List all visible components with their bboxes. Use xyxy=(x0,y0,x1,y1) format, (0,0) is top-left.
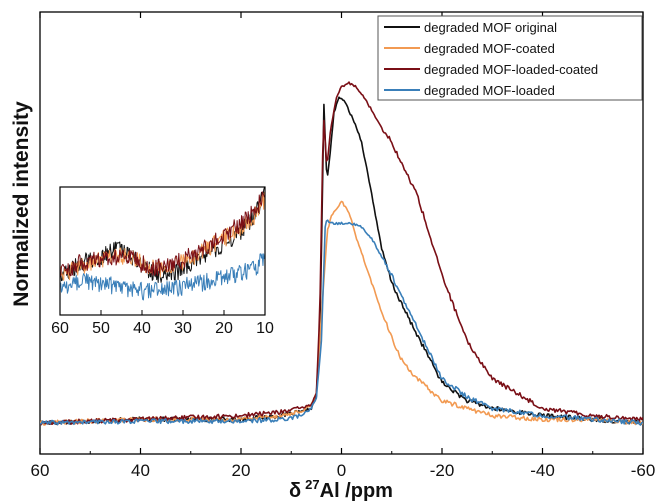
x-axis-title-rest: Al /ppm xyxy=(320,480,393,502)
inset-series-line-degraded-mof-loaded-coated xyxy=(60,191,265,277)
inset-series-group xyxy=(60,187,265,301)
x-tick-label: -20 xyxy=(430,461,455,480)
legend-box xyxy=(377,15,643,101)
legend-label-degraded-mof-coated: degraded MOF-coated xyxy=(424,41,555,56)
series-line-degraded-mof-loaded-coated xyxy=(40,81,643,426)
legend-label-degraded-mof-loaded-coated: degraded MOF-loaded-coated xyxy=(424,62,598,77)
x-tick-label: 60 xyxy=(31,461,50,480)
inset-x-tick-label: 40 xyxy=(133,320,151,337)
inset-x-tick-label: 20 xyxy=(215,320,233,337)
series-line-degraded-mof-loaded xyxy=(40,219,643,426)
x-axis-title-symbol: δ xyxy=(289,480,301,502)
x-tick-label: -40 xyxy=(530,461,555,480)
y-axis-title: Normalized intensity xyxy=(10,101,33,307)
legend-label-degraded-mof-original: degraded MOF original xyxy=(424,20,557,35)
inset-frame-border xyxy=(59,186,266,316)
inset-series-line-degraded-mof-loaded xyxy=(60,253,265,301)
x-tick-label: 40 xyxy=(131,461,150,480)
inset-x-axis-ticks: 60 50 40 30 20 10 xyxy=(51,310,274,337)
inset-x-tick-label: 30 xyxy=(174,320,192,337)
x-axis-title-superscript: 27 xyxy=(305,477,319,492)
inset-x-tick-label: 50 xyxy=(92,320,110,337)
x-tick-label: 20 xyxy=(232,461,251,480)
inset-x-tick-label: 10 xyxy=(256,320,274,337)
legend: degraded MOF original degraded MOF-coated… xyxy=(377,15,643,101)
inset-plot: 60 50 40 30 20 10 xyxy=(51,186,274,337)
x-tick-label: 0 xyxy=(337,461,346,480)
inset-x-tick-label: 60 xyxy=(51,320,69,337)
x-axis-ticks: 60 40 20 0 -20 -40 -60 xyxy=(31,12,656,480)
x-axis-title: δ 27Al /ppm xyxy=(289,477,393,502)
x-tick-label: -60 xyxy=(631,461,656,480)
main-series-group xyxy=(40,81,643,426)
legend-items: degraded MOF original degraded MOF-coated… xyxy=(384,20,598,98)
legend-label-degraded-mof-loaded: degraded MOF-loaded xyxy=(424,83,555,98)
inset-frame xyxy=(59,186,266,316)
